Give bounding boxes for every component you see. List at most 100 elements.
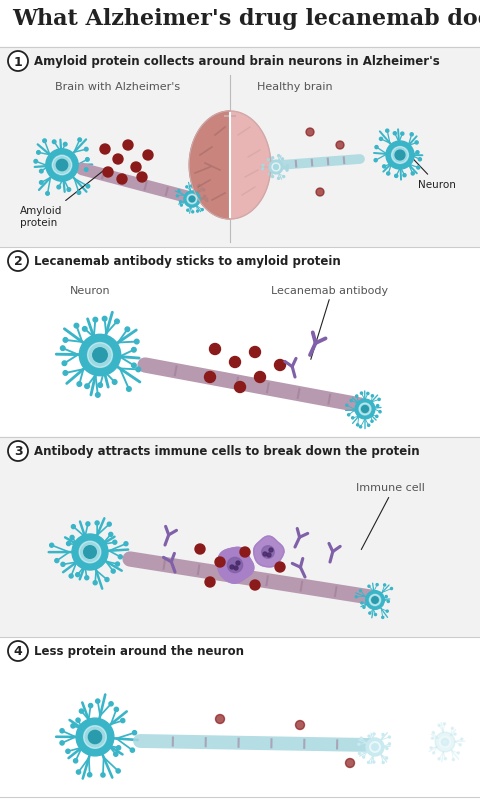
Circle shape [410, 134, 413, 136]
Circle shape [56, 160, 68, 172]
Circle shape [77, 192, 81, 195]
Circle shape [109, 533, 113, 537]
Circle shape [368, 761, 370, 764]
Circle shape [393, 132, 396, 136]
Polygon shape [253, 537, 284, 567]
Circle shape [187, 195, 197, 205]
Circle shape [100, 145, 110, 155]
Circle shape [102, 317, 107, 322]
Circle shape [39, 181, 43, 185]
Circle shape [372, 744, 378, 750]
Circle shape [71, 724, 75, 728]
Circle shape [79, 709, 84, 713]
Circle shape [346, 759, 355, 768]
Circle shape [411, 172, 414, 176]
Circle shape [380, 138, 383, 141]
Circle shape [269, 549, 273, 553]
Circle shape [355, 596, 357, 598]
Circle shape [272, 157, 274, 160]
Circle shape [76, 719, 114, 756]
Circle shape [36, 152, 40, 155]
Circle shape [143, 151, 153, 160]
Circle shape [49, 544, 54, 548]
Circle shape [61, 563, 65, 567]
Circle shape [103, 168, 113, 178]
Circle shape [83, 327, 87, 332]
Circle shape [186, 187, 188, 188]
Circle shape [269, 161, 283, 175]
Circle shape [235, 382, 245, 393]
Circle shape [363, 756, 365, 758]
Circle shape [84, 546, 96, 559]
Circle shape [377, 405, 379, 407]
Circle shape [137, 172, 147, 183]
Circle shape [432, 731, 434, 734]
Bar [0, 638, 480, 797]
Circle shape [113, 155, 123, 164]
Circle shape [87, 343, 112, 368]
Circle shape [286, 170, 288, 172]
Text: Healthy brain: Healthy brain [257, 82, 333, 92]
Bar [0, 437, 480, 638]
Circle shape [105, 577, 109, 581]
Circle shape [385, 596, 387, 597]
Circle shape [272, 176, 274, 178]
Circle shape [360, 590, 361, 592]
Circle shape [209, 344, 220, 355]
Circle shape [454, 733, 456, 735]
Circle shape [277, 156, 280, 157]
Circle shape [378, 399, 380, 401]
Circle shape [296, 721, 304, 730]
Text: 3: 3 [14, 445, 22, 458]
Circle shape [198, 185, 200, 187]
Circle shape [457, 752, 459, 754]
Circle shape [262, 168, 264, 171]
Circle shape [132, 731, 137, 735]
Text: Antibody attracts immune cells to break down the protein: Antibody attracts immune cells to break … [34, 445, 420, 458]
Circle shape [34, 160, 37, 164]
Circle shape [361, 602, 363, 604]
Circle shape [39, 170, 43, 174]
Circle shape [366, 591, 384, 610]
Circle shape [107, 523, 111, 526]
Circle shape [395, 175, 398, 178]
Circle shape [72, 525, 75, 529]
Circle shape [57, 186, 60, 189]
Circle shape [114, 707, 119, 711]
Circle shape [115, 320, 119, 324]
Circle shape [401, 133, 404, 136]
Circle shape [116, 562, 120, 566]
Circle shape [112, 380, 117, 385]
Circle shape [236, 561, 240, 565]
Circle shape [274, 165, 278, 170]
Circle shape [191, 185, 192, 188]
Circle shape [132, 363, 136, 368]
Circle shape [382, 762, 384, 764]
Circle shape [374, 160, 377, 163]
Circle shape [459, 743, 461, 746]
Circle shape [204, 196, 206, 198]
Circle shape [388, 736, 390, 738]
Circle shape [131, 163, 141, 172]
Circle shape [46, 192, 49, 196]
Circle shape [124, 542, 128, 546]
Circle shape [435, 732, 455, 752]
Circle shape [355, 399, 375, 419]
Text: What Alzheimer's drug lecanemab does: What Alzheimer's drug lecanemab does [12, 8, 480, 30]
Circle shape [120, 719, 125, 723]
Circle shape [98, 383, 102, 388]
Circle shape [72, 534, 108, 570]
Circle shape [43, 140, 47, 144]
Circle shape [201, 209, 203, 212]
Circle shape [180, 205, 182, 207]
Circle shape [111, 569, 115, 573]
Circle shape [114, 752, 118, 756]
Circle shape [78, 139, 82, 142]
Circle shape [86, 185, 90, 188]
Circle shape [277, 178, 279, 180]
Circle shape [346, 404, 348, 407]
Circle shape [70, 536, 74, 540]
Circle shape [52, 141, 56, 144]
Circle shape [368, 735, 370, 737]
Circle shape [88, 731, 102, 743]
